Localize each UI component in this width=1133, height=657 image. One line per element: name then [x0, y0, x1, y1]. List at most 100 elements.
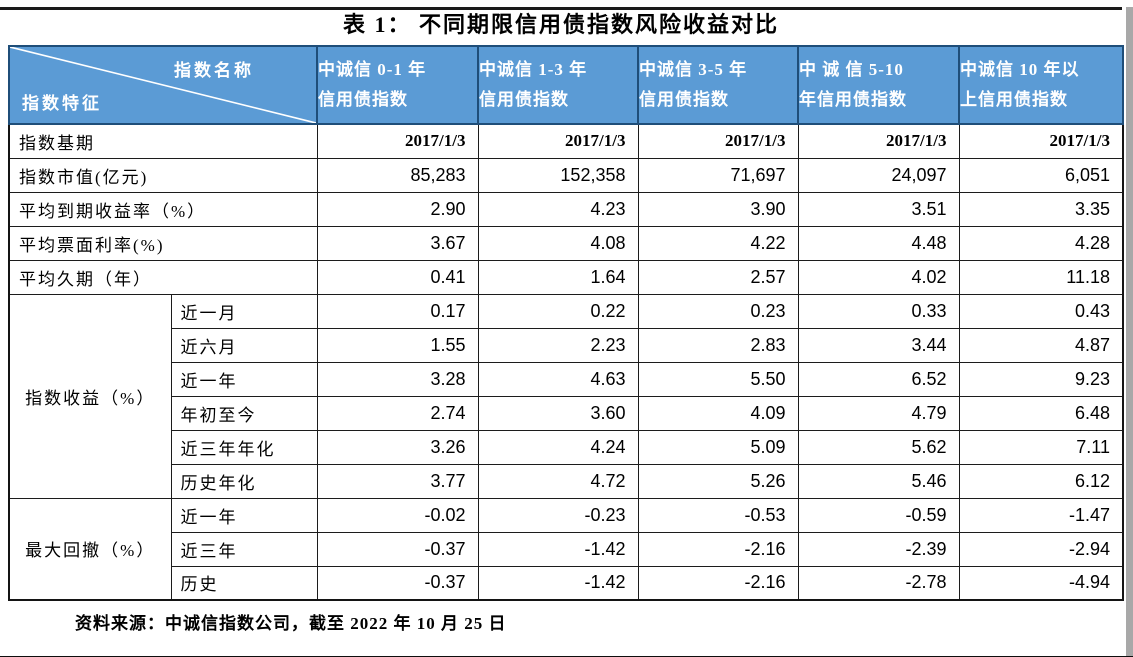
- sub-row-label: 历史: [170, 565, 318, 601]
- table-row: 近三年年化 3.26 4.24 5.09 5.62 7.11: [9, 429, 1124, 465]
- cell-value: 4.79: [797, 395, 960, 431]
- cell-value: 3.44: [797, 327, 960, 363]
- cell-value: 2.23: [477, 327, 639, 363]
- cell-value: 5.09: [637, 429, 799, 465]
- cell-value: -0.53: [637, 497, 799, 533]
- cell-value: 6.52: [797, 361, 960, 397]
- table-row: 指数收益（%） 近一月 0.17 0.22 0.23 0.33 0.43: [8, 293, 1124, 499]
- sub-row-label: 近六月: [170, 327, 318, 363]
- row-label: 指数市值(亿元): [8, 157, 318, 193]
- cell-value: 2.57: [637, 259, 799, 295]
- cell-value: -2.16: [637, 565, 799, 601]
- cell-value: -1.42: [477, 531, 639, 567]
- cell-value: -0.37: [316, 565, 479, 601]
- cell-value: -1.42: [477, 565, 639, 601]
- column-header-5-10y: 中 诚 信 5-10 年信用债指数: [797, 45, 960, 125]
- table-row: 平均到期收益率（%） 2.90 4.23 3.90 3.51 3.35: [8, 191, 1124, 227]
- table-row: 指数基期 2017/1/3 2017/1/3 2017/1/3 2017/1/3…: [8, 123, 1124, 159]
- cell-value: 4.22: [637, 225, 799, 261]
- cell-value: -0.23: [477, 497, 639, 533]
- row-label: 平均到期收益率（%）: [8, 191, 318, 227]
- cell-value: 0.23: [637, 293, 799, 329]
- cell-value: 4.08: [477, 225, 639, 261]
- cell-value: 2.83: [637, 327, 799, 363]
- cell-value: -2.78: [797, 565, 960, 601]
- cell-value: 3.90: [637, 191, 799, 227]
- cell-value: 4.72: [477, 463, 639, 499]
- column-header-3-5y: 中诚信 3-5 年 信用债指数: [637, 45, 799, 125]
- cell-value: 4.24: [477, 429, 639, 465]
- cell-value: 24,097: [797, 157, 960, 193]
- cell-value: 3.28: [316, 361, 479, 397]
- column-header-0-1y: 中诚信 0-1 年 信用债指数: [316, 45, 479, 125]
- cell-value: 152,358: [477, 157, 639, 193]
- cell-value: 7.11: [958, 429, 1124, 465]
- column-header-10y-plus: 中诚信 10 年以 上信用债指数: [958, 45, 1124, 125]
- cell-value: 3.67: [316, 225, 479, 261]
- cell-value: 9.23: [958, 361, 1124, 397]
- cell-value: 4.48: [797, 225, 960, 261]
- corner-label-index-feature: 指数特征: [22, 94, 102, 113]
- group-label-index-returns: 指数收益（%）: [8, 293, 172, 499]
- cell-value: 2017/1/3: [477, 123, 639, 159]
- cell-value: -0.02: [316, 497, 479, 533]
- table-row: 历史 -0.37 -1.42 -2.16 -2.78 -4.94: [9, 565, 1124, 601]
- corner-header-cell: 指数名称 指数特征: [8, 45, 318, 125]
- table-title: 表 1： 不同期限信用债指数风险收益对比: [342, 12, 779, 37]
- corner-label-index-name: 指数名称: [174, 61, 254, 80]
- sub-row-label: 历史年化: [170, 463, 318, 499]
- cell-value: 0.41: [316, 259, 479, 295]
- page-top-rule: [0, 7, 1122, 10]
- cell-value: 4.23: [477, 191, 639, 227]
- sub-row-label: 近三年: [170, 531, 318, 567]
- header-row: 指数名称 指数特征 中诚信 0-1 年 信用债指数 中诚信 1-3 年 信用债指…: [8, 45, 1124, 125]
- cell-value: 3.51: [797, 191, 960, 227]
- cell-value: 6.12: [958, 463, 1124, 499]
- cell-value: 2.90: [316, 191, 479, 227]
- cell-value: -2.94: [958, 531, 1124, 567]
- source-note: 资料来源：中诚信指数公司，截至 2022 年 10 月 25 日: [75, 614, 507, 633]
- cell-value: 2017/1/3: [637, 123, 799, 159]
- sub-row-label: 近三年年化: [170, 429, 318, 465]
- cell-value: 0.22: [477, 293, 639, 329]
- cell-value: 4.09: [637, 395, 799, 431]
- group-label-max-drawdown: 最大回撤（%）: [8, 497, 172, 601]
- table-row: 历史年化 3.77 4.72 5.26 5.46 6.12: [9, 463, 1124, 499]
- table-row: 年初至今 2.74 3.60 4.09 4.79 6.48: [9, 395, 1124, 431]
- table-row: 近三年 -0.37 -1.42 -2.16 -2.39 -2.94: [9, 531, 1124, 567]
- table-row: 近六月 1.55 2.23 2.83 3.44 4.87: [9, 327, 1124, 363]
- cell-value: 5.26: [637, 463, 799, 499]
- cell-value: 0.17: [316, 293, 479, 329]
- cell-value: 5.62: [797, 429, 960, 465]
- cell-value: 2017/1/3: [316, 123, 479, 159]
- cell-value: 2.74: [316, 395, 479, 431]
- cell-value: 2017/1/3: [797, 123, 960, 159]
- cell-value: 1.64: [477, 259, 639, 295]
- cell-value: -2.16: [637, 531, 799, 567]
- table-row: 平均票面利率(%) 3.67 4.08 4.22 4.48 4.28: [8, 225, 1124, 261]
- cell-value: -1.47: [958, 497, 1124, 533]
- cell-value: 0.33: [797, 293, 960, 329]
- row-label: 指数基期: [8, 123, 318, 159]
- credit-index-table: 指数名称 指数特征 中诚信 0-1 年 信用债指数 中诚信 1-3 年 信用债指…: [8, 45, 1124, 601]
- cell-value: 11.18: [958, 259, 1124, 295]
- cell-value: 3.60: [477, 395, 639, 431]
- sub-row-label: 近一月: [170, 293, 318, 329]
- cell-value: -0.37: [316, 531, 479, 567]
- cell-value: 4.63: [477, 361, 639, 397]
- table-row: 指数市值(亿元) 85,283 152,358 71,697 24,097 6,…: [8, 157, 1124, 193]
- sub-row-label: 近一年: [170, 361, 318, 397]
- cell-value: -2.39: [797, 531, 960, 567]
- table-row: 平均久期（年） 0.41 1.64 2.57 4.02 11.18: [8, 259, 1124, 295]
- sub-row-label: 年初至今: [170, 395, 318, 431]
- cell-value: 6.48: [958, 395, 1124, 431]
- cell-value: 4.87: [958, 327, 1124, 363]
- cell-value: 3.26: [316, 429, 479, 465]
- cell-value: 0.43: [958, 293, 1124, 329]
- column-header-1-3y: 中诚信 1-3 年 信用债指数: [477, 45, 639, 125]
- row-label: 平均久期（年）: [8, 259, 318, 295]
- cell-value: 4.28: [958, 225, 1124, 261]
- cell-value: 3.35: [958, 191, 1124, 227]
- table-row: 近一年 3.28 4.63 5.50 6.52 9.23: [9, 361, 1124, 397]
- cell-value: -0.59: [797, 497, 960, 533]
